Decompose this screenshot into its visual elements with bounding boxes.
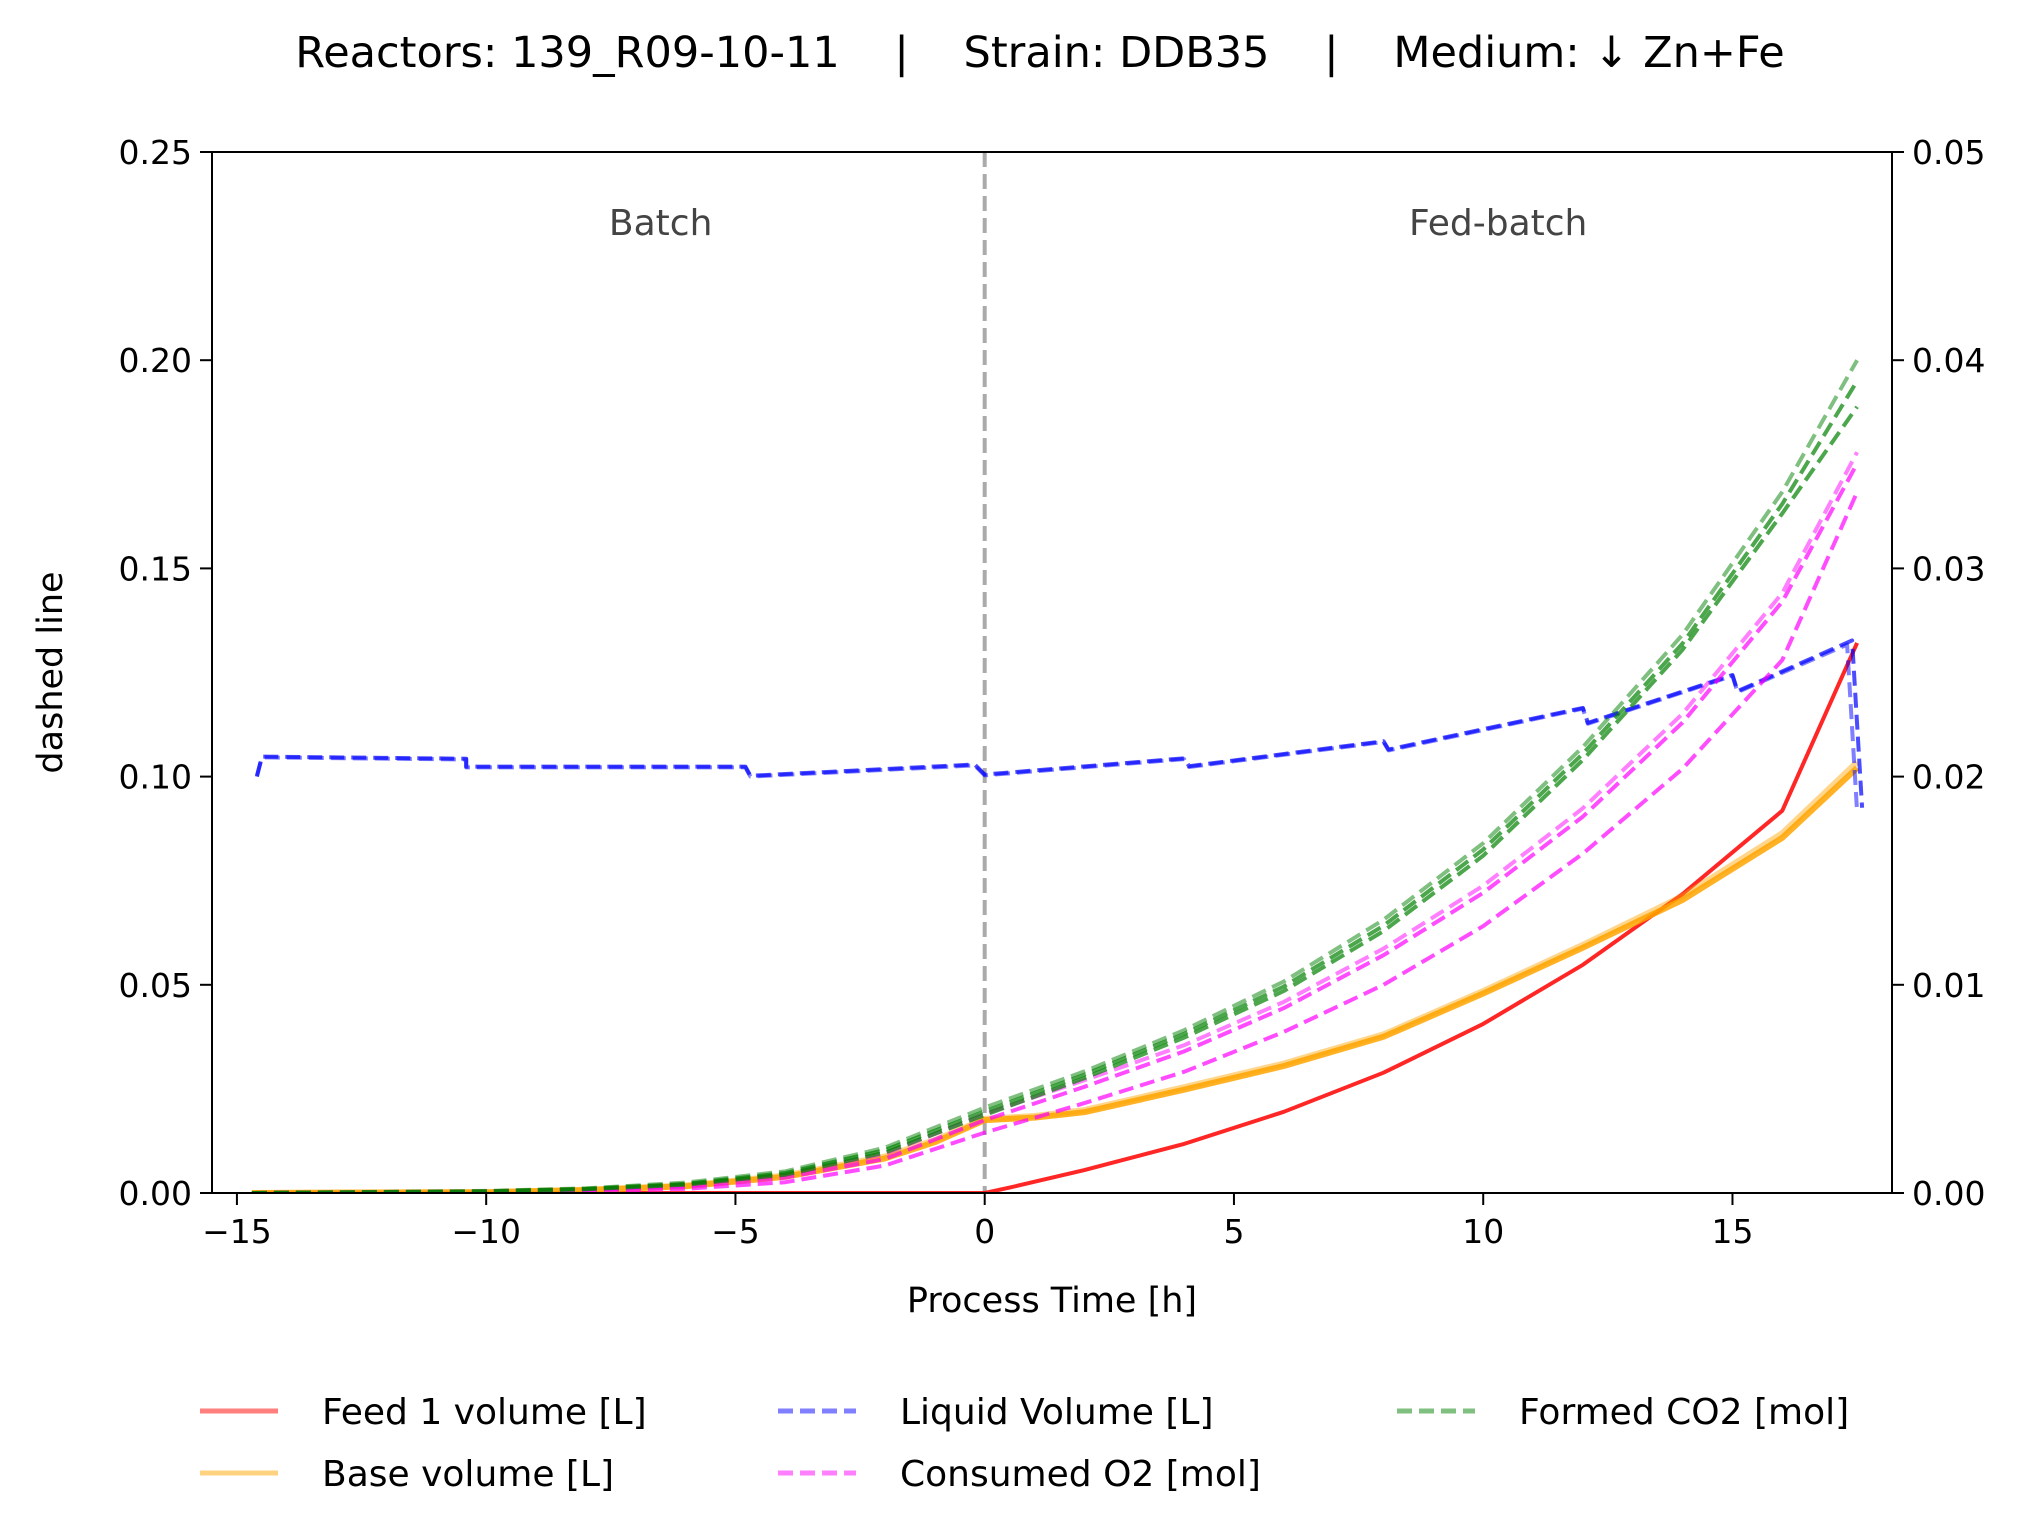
y2-tick-label: 0.00 [1912, 1174, 1985, 1213]
x-tick-label: −15 [202, 1212, 272, 1251]
plot-frame [211, 151, 1893, 1194]
legend-label-1: Base volume [L] [322, 1454, 614, 1495]
x-tick-label: 0 [974, 1212, 995, 1251]
y2-tick-label: 0.05 [1912, 133, 1985, 172]
x-tick-label: 15 [1711, 1212, 1753, 1251]
chart-title: Reactors: 139_R09-10-11 | Strain: DDB35 … [295, 28, 1784, 78]
y-tick-label: 0.20 [119, 341, 192, 380]
legend-label-4: Formed CO2 [mol] [1519, 1392, 1849, 1433]
x-tick-label: −10 [451, 1212, 521, 1251]
series-line-0-0 [251, 642, 1859, 1193]
series-line-1-0 [251, 765, 1860, 1193]
y2-tick-label: 0.03 [1912, 549, 1985, 588]
x-tick-label: −5 [711, 1212, 760, 1251]
plot-area: Batch Fed-batch [251, 152, 1865, 1193]
phase-label-0: Batch [609, 203, 712, 244]
y-tick-label: 0.10 [119, 758, 192, 797]
y-axis-label: dashed line [31, 571, 71, 773]
series-line-4-1 [251, 405, 1859, 1193]
x-axis-label: Process Time [h] [907, 1281, 1197, 1321]
legend-label-2: Liquid Volume [L] [900, 1392, 1214, 1433]
x-tick-label: 5 [1223, 1212, 1244, 1251]
y-tick-label: 0.25 [119, 133, 192, 172]
phase-label-1: Fed-batch [1409, 203, 1587, 244]
legend: Feed 1 volume [L] Base volume [L] Liquid V… [200, 1392, 1849, 1495]
axes: −15 −10 −5 0 5 10 15 0.00 0.05 0.10 0.15 0.20 0.25 0.… [119, 133, 1986, 1251]
y-tick-label: 0.15 [119, 549, 192, 588]
legend-label-3: Consumed O2 [mol] [900, 1454, 1261, 1495]
y-tick-label: 0.05 [119, 966, 192, 1005]
legend-label-0: Feed 1 volume [L] [322, 1392, 647, 1433]
series-line-2-1 [254, 638, 1865, 808]
x-tick-label: 10 [1462, 1212, 1504, 1251]
y2-tick-label: 0.01 [1912, 966, 1985, 1005]
series-line-4-2 [251, 379, 1859, 1193]
series-line-1-1 [251, 759, 1860, 1193]
y2-tick-label: 0.02 [1912, 758, 1985, 797]
y2-tick-label: 0.04 [1912, 341, 1985, 380]
y-tick-label: 0.00 [119, 1174, 192, 1213]
